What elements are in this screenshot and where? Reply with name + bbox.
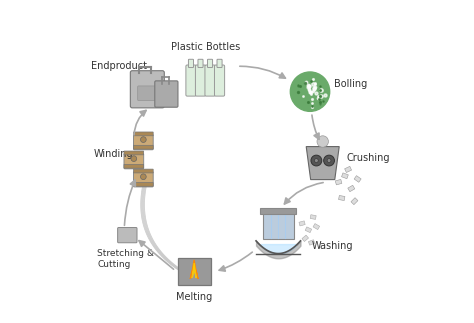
Text: Winding: Winding <box>94 149 134 159</box>
Circle shape <box>317 136 328 147</box>
FancyBboxPatch shape <box>118 227 137 243</box>
FancyBboxPatch shape <box>124 164 144 168</box>
Polygon shape <box>345 166 352 172</box>
Polygon shape <box>302 235 309 242</box>
Polygon shape <box>310 215 316 219</box>
FancyBboxPatch shape <box>124 151 144 155</box>
FancyBboxPatch shape <box>134 132 153 136</box>
Polygon shape <box>309 240 315 245</box>
FancyBboxPatch shape <box>134 145 153 149</box>
Circle shape <box>291 72 330 111</box>
Text: Washing: Washing <box>311 241 353 251</box>
Text: Crushing: Crushing <box>346 153 390 163</box>
FancyBboxPatch shape <box>134 182 153 186</box>
FancyBboxPatch shape <box>198 59 203 68</box>
Polygon shape <box>354 176 361 182</box>
FancyBboxPatch shape <box>195 65 206 96</box>
Polygon shape <box>351 198 358 205</box>
FancyBboxPatch shape <box>124 153 144 169</box>
Circle shape <box>311 155 322 166</box>
FancyBboxPatch shape <box>214 65 225 96</box>
FancyBboxPatch shape <box>205 65 215 96</box>
FancyBboxPatch shape <box>217 59 222 68</box>
Circle shape <box>314 159 318 162</box>
Circle shape <box>324 155 335 166</box>
FancyBboxPatch shape <box>134 172 153 187</box>
FancyBboxPatch shape <box>155 81 178 107</box>
Polygon shape <box>306 147 339 180</box>
Polygon shape <box>305 227 312 233</box>
Polygon shape <box>191 260 198 279</box>
FancyBboxPatch shape <box>130 71 164 108</box>
Circle shape <box>140 174 146 180</box>
Text: Melting: Melting <box>176 292 212 302</box>
Polygon shape <box>348 185 355 192</box>
FancyBboxPatch shape <box>189 59 193 68</box>
FancyBboxPatch shape <box>134 169 153 173</box>
FancyBboxPatch shape <box>261 208 296 214</box>
FancyBboxPatch shape <box>137 86 159 100</box>
FancyBboxPatch shape <box>134 134 153 150</box>
Polygon shape <box>335 179 342 185</box>
Text: Endproduct: Endproduct <box>91 61 147 71</box>
Circle shape <box>140 137 146 142</box>
Circle shape <box>131 156 137 162</box>
Text: Bolling: Bolling <box>334 79 367 89</box>
FancyBboxPatch shape <box>178 258 210 285</box>
Text: Stretching &
Cutting: Stretching & Cutting <box>97 249 155 269</box>
Polygon shape <box>192 263 196 278</box>
Text: Plastic Bottles: Plastic Bottles <box>171 42 240 52</box>
FancyBboxPatch shape <box>186 65 196 96</box>
Circle shape <box>327 159 331 162</box>
Polygon shape <box>338 195 345 201</box>
FancyBboxPatch shape <box>263 212 293 239</box>
FancyBboxPatch shape <box>208 59 212 68</box>
Polygon shape <box>342 173 348 179</box>
Polygon shape <box>313 224 319 230</box>
Polygon shape <box>299 221 305 226</box>
